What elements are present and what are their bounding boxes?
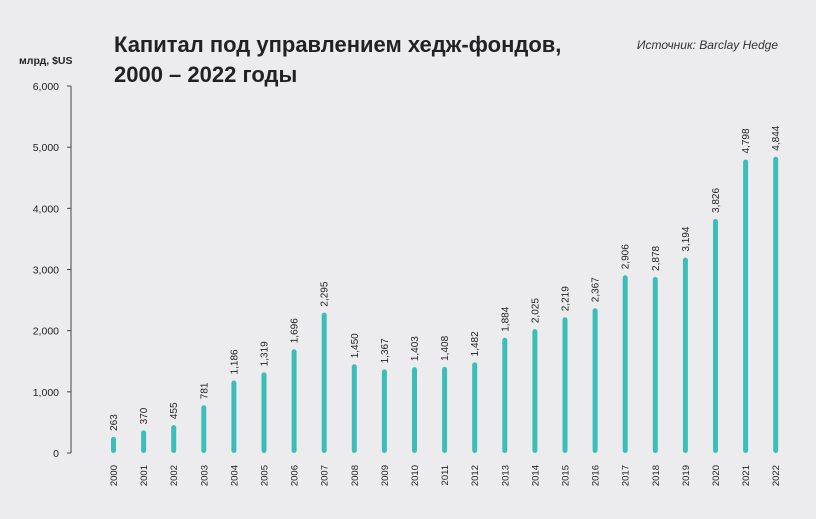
data-label: 2,878 [651, 245, 662, 270]
data-label: 1,884 [500, 306, 511, 331]
y-tick-label: 4,000 [33, 203, 59, 215]
data-label: 263 [109, 414, 120, 431]
x-tick-label: 2017 [621, 465, 632, 486]
x-tick-label: 2007 [320, 465, 331, 486]
x-tick-label: 2011 [440, 465, 451, 485]
x-tick-label: 2001 [139, 465, 150, 486]
data-label: 3,826 [711, 188, 722, 213]
data-label: 1,186 [229, 349, 240, 374]
data-label: 1,450 [350, 333, 361, 358]
x-tick-label: 2010 [410, 465, 421, 486]
bar [381, 369, 387, 453]
bar [592, 308, 598, 453]
y-axis-unit-label: млрд, $US [19, 55, 73, 67]
data-label: 2,295 [320, 281, 331, 306]
y-tick-label: 6,000 [33, 81, 59, 93]
data-label: 370 [139, 407, 150, 424]
y-tick-label: 0 [53, 448, 59, 460]
x-tick-label: 2018 [651, 465, 662, 486]
x-tick-label: 2016 [591, 465, 602, 486]
bar [502, 337, 508, 453]
data-label: 455 [169, 402, 180, 419]
bar [442, 366, 448, 453]
y-tick-label: 1,000 [33, 387, 59, 399]
x-tick-label: 2012 [470, 465, 481, 486]
data-label: 1,696 [290, 318, 301, 343]
x-tick-label: 2004 [229, 465, 240, 486]
bar [412, 367, 417, 453]
bar [171, 425, 177, 453]
x-tick-label: 2000 [109, 465, 120, 486]
x-tick-label: 2006 [290, 465, 301, 486]
bar [351, 364, 357, 453]
bar [773, 156, 779, 453]
bar [472, 362, 478, 453]
y-tick-label: 3,000 [33, 265, 59, 277]
data-label: 1,482 [470, 331, 481, 356]
x-tick-label: 2008 [350, 465, 361, 486]
bar [682, 257, 688, 453]
data-label: 4,844 [771, 125, 782, 150]
data-label: 2,906 [621, 244, 632, 269]
chart-title-line-2: 2000 – 2022 годы [114, 62, 298, 87]
y-tick-label: 5,000 [33, 142, 59, 154]
source-note: Источник: Barclay Hedge [636, 38, 778, 52]
bar [201, 405, 207, 453]
bar [261, 372, 267, 453]
data-label: 3,194 [681, 226, 692, 251]
bar [713, 218, 718, 453]
bar [231, 380, 237, 453]
bar [321, 312, 327, 453]
x-tick-label: 2013 [500, 465, 511, 486]
bar [562, 317, 568, 453]
data-label: 1,319 [260, 341, 271, 366]
data-label: 2,025 [530, 298, 541, 323]
data-label: 781 [199, 382, 210, 399]
data-label: 1,367 [380, 338, 391, 363]
x-tick-label: 2020 [711, 465, 722, 486]
x-tick-label: 2019 [681, 465, 692, 486]
bar [291, 349, 297, 453]
x-tick-label: 2015 [561, 465, 572, 486]
bar [532, 329, 538, 453]
x-tick-label: 2002 [169, 465, 180, 486]
x-tick-label: 2021 [741, 465, 752, 486]
bar [141, 430, 147, 453]
data-label: 1,408 [440, 335, 451, 360]
bar [111, 436, 116, 453]
x-tick-label: 2003 [199, 465, 210, 486]
bar [652, 276, 658, 453]
bar [622, 275, 628, 453]
chart-title-line-1: Капитал под управлением хедж-фондов, [114, 32, 562, 57]
data-label: 4,798 [741, 128, 752, 153]
bar [743, 159, 749, 453]
data-label: 2,367 [591, 277, 602, 302]
x-tick-label: 2009 [380, 465, 391, 486]
data-label: 2,219 [561, 286, 572, 311]
y-tick-label: 2,000 [33, 326, 59, 338]
data-label: 1,403 [410, 336, 421, 361]
x-tick-label: 2005 [260, 465, 271, 486]
x-tick-label: 2022 [771, 465, 782, 486]
x-tick-label: 2014 [530, 465, 541, 486]
chart-title: Капитал под управлением хедж-фондов, 200… [114, 30, 561, 90]
